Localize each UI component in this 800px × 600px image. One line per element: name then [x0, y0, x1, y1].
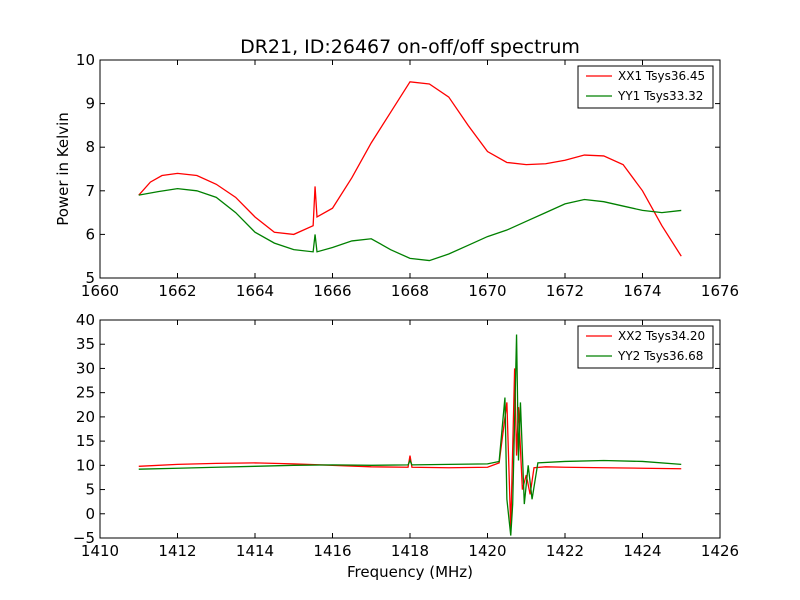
bottom-series-line-2: [138, 334, 682, 536]
top-legend: XX1 Tsys36.45 YY1 Tsys33.32: [577, 65, 714, 109]
bottom-x-tick-label: 1412: [158, 542, 196, 560]
bottom-x-tick-label: 1414: [236, 542, 274, 560]
bottom-y-tick-label: 20: [76, 408, 95, 426]
top-x-tick-label: 1676: [701, 282, 739, 300]
bottom-x-tick-label: 1422: [546, 542, 584, 560]
top-x-tick-label: 1662: [158, 282, 196, 300]
bottom-y-tick-label: 35: [76, 335, 95, 353]
top-series-line-1: [138, 81, 682, 257]
top-y-tick-label: 9: [85, 95, 95, 113]
bottom-legend: XX2 Tsys34.20 YY2 Tsys36.68: [577, 325, 714, 369]
top-y-tick-label: 6: [85, 225, 95, 243]
top-x-tick-label: 1672: [546, 282, 584, 300]
top-y-tick-label: 10: [76, 51, 95, 69]
top-x-tick-label: 1666: [313, 282, 351, 300]
bottom-x-tick-label: 1420: [468, 542, 506, 560]
bottom-axes: 1410 1412 1414 1416 1418 1420 1422 1424 1426 −5 0 5…: [73, 311, 739, 560]
top-axes: 1660 1662 1664 1666 1668 1670 1672 1674 1676 5 6 7 8…: [76, 51, 739, 300]
top-x-tick-label: 1670: [468, 282, 506, 300]
bottom-y-tick-label: 40: [76, 311, 95, 329]
top-y-tick-label: 5: [85, 269, 95, 287]
bottom-y-tick-label: 10: [76, 456, 95, 474]
x-axis-label: Frequency (MHz): [347, 563, 473, 581]
top-x-tick-label: 1664: [236, 282, 274, 300]
bottom-y-tick-label: 0: [85, 505, 95, 523]
bottom-y-tick-label: 15: [76, 432, 95, 450]
bottom-legend-box: [577, 325, 714, 369]
top-x-tick-label: 1660: [81, 282, 119, 300]
bottom-x-tick-label: 1426: [701, 542, 739, 560]
bottom-series-line-1: [138, 368, 682, 529]
top-legend-label-1: XX1 Tsys36.45: [618, 69, 705, 83]
bottom-x-tick-label: 1418: [391, 542, 429, 560]
bottom-y-tick-label: 25: [76, 384, 95, 402]
y-axis-label: Power in Kelvin: [54, 112, 72, 226]
chart-title: DR21, ID:26467 on-off/off spectrum: [240, 36, 580, 58]
bottom-legend-label-2: YY2 Tsys36.68: [617, 349, 703, 363]
top-legend-label-2: YY1 Tsys33.32: [617, 89, 703, 103]
top-y-tick-label: 8: [85, 138, 95, 156]
bottom-x-tick-label: 1410: [81, 542, 119, 560]
top-series-line-2: [138, 187, 682, 262]
top-legend-box: [577, 65, 714, 109]
bottom-x-tick-label: 1424: [623, 542, 661, 560]
bottom-legend-label-1: XX2 Tsys34.20: [618, 329, 705, 343]
bottom-y-tick-label: 30: [76, 359, 95, 377]
bottom-x-tick-label: 1416: [313, 542, 351, 560]
bottom-y-tick-label: 5: [85, 481, 95, 499]
top-x-tick-label: 1674: [623, 282, 661, 300]
top-x-tick-label: 1668: [391, 282, 429, 300]
bottom-y-tick-label: −5: [73, 529, 95, 547]
top-y-tick-label: 7: [85, 182, 95, 200]
